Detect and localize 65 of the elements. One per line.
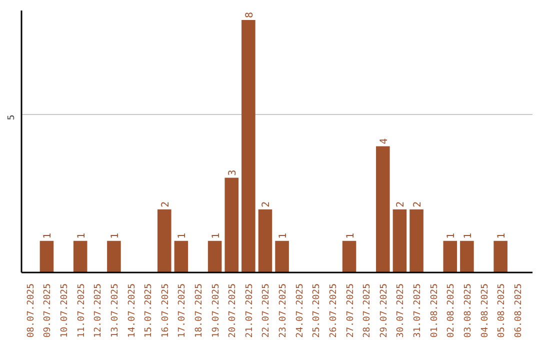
x-tick-label: 14.07.2025	[127, 283, 138, 338]
bar	[242, 20, 256, 272]
x-tick-label: 15.07.2025	[144, 283, 154, 338]
bar	[157, 209, 172, 272]
x-tick-label: 22.07.2025	[262, 283, 272, 338]
bar	[107, 240, 121, 272]
data-label: 2	[412, 201, 424, 208]
x-tick-label: 20.07.2025	[228, 283, 238, 338]
x-tick-label: 04.08.2025	[480, 283, 490, 338]
data-label: 1	[210, 232, 222, 239]
x-tick-label: 13.07.2025	[110, 283, 120, 338]
data-label: 2	[396, 201, 407, 208]
x-tick-label: 27.07.2025	[346, 283, 356, 338]
x-tick-label: 18.07.2025	[194, 283, 204, 338]
data-label: 1	[462, 232, 474, 239]
data-label: 1	[110, 232, 121, 239]
bar	[258, 209, 272, 272]
bar	[224, 178, 239, 272]
x-tick-label: 21.07.2025	[244, 283, 255, 338]
data-label: 1	[446, 232, 458, 239]
x-tick-label: 05.08.2025	[497, 283, 508, 338]
x-tick-label: 30.07.2025	[396, 283, 406, 338]
bar	[208, 240, 222, 272]
bar	[443, 240, 458, 272]
data-label: 1	[76, 232, 88, 239]
data-label: 4	[378, 138, 390, 144]
x-tick-label: 26.07.2025	[328, 283, 339, 338]
x-tick-label: 29.07.2025	[379, 283, 390, 338]
x-tick-label: 01.08.2025	[430, 283, 440, 338]
bar	[275, 240, 289, 272]
x-tick-label: 12.07.2025	[94, 283, 104, 338]
data-label: 3	[228, 170, 239, 176]
x-tick-label: 02.08.2025	[446, 283, 457, 338]
data-label: 8	[244, 12, 256, 18]
data-label: 1	[345, 232, 356, 239]
x-tick-label: 03.08.2025	[463, 283, 474, 338]
bar	[460, 240, 474, 272]
x-tick-label: 28.07.2025	[362, 283, 373, 338]
bar	[376, 146, 390, 272]
x-tick-label: 31.07.2025	[413, 283, 424, 338]
data-label: 2	[261, 201, 272, 208]
x-tick-label: 09.07.2025	[43, 283, 54, 338]
x-tick-label: 24.07.2025	[295, 283, 306, 338]
bar	[494, 240, 508, 272]
x-tick-label: 25.07.2025	[312, 283, 322, 338]
data-label: 2	[160, 201, 172, 208]
data-label: 1	[278, 232, 290, 239]
data-label: 1	[496, 232, 508, 239]
bar	[40, 240, 54, 272]
x-tick-label: 17.07.2025	[178, 283, 188, 338]
x-tick-label: 08.07.2025	[26, 283, 36, 338]
bar	[410, 209, 424, 272]
x-tick-label: 10.07.2025	[60, 283, 70, 338]
data-label: 1	[42, 232, 54, 239]
x-tick-label: 11.07.2025	[76, 283, 87, 338]
x-tick-label: 16.07.2025	[160, 283, 171, 338]
bar	[174, 240, 188, 272]
data-label: 1	[177, 232, 188, 239]
bar	[342, 240, 356, 272]
x-tick-label: 23.07.2025	[278, 283, 289, 338]
bar	[73, 240, 88, 272]
x-tick-label: 06.08.2025	[514, 283, 524, 338]
x-tick-label: 19.07.2025	[211, 283, 222, 338]
y-tick-label: 5	[7, 114, 17, 120]
bar	[392, 209, 407, 272]
